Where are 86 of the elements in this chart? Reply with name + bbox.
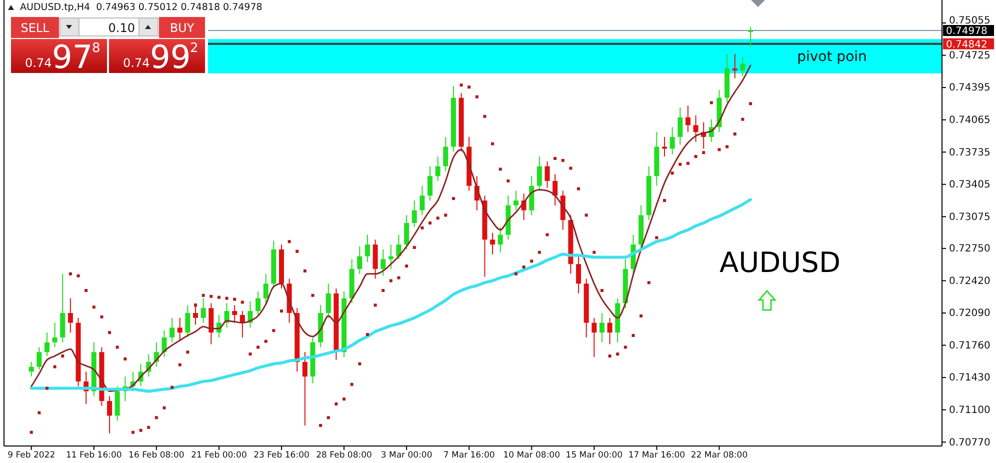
candlestick: [364, 234, 370, 263]
candlestick: [193, 302, 198, 326]
y-tick-label: 0.72090: [949, 308, 990, 320]
candlestick: [498, 226, 503, 253]
candlestick: [607, 317, 612, 345]
ref-line-label: 0.74978: [946, 26, 988, 38]
annotation: BUY: [170, 21, 195, 35]
x-tick-label: 28 Feb 08:00: [316, 450, 372, 461]
candlestick: [380, 248, 386, 276]
candlestick: [552, 174, 558, 206]
candlestick: [357, 246, 362, 274]
candlestick: [404, 214, 410, 250]
y-tick-label: 0.75055: [949, 16, 990, 27]
candlestick: [693, 114, 698, 142]
candlestick: [200, 298, 206, 324]
x-tick-label: 11 Feb 16:00: [66, 450, 122, 461]
annotation: SELL: [20, 21, 50, 35]
candlestick: [68, 298, 73, 334]
candlestick: [435, 156, 440, 182]
y-tick-label: 0.74065: [949, 115, 990, 126]
ref-line-label: 0.74842: [946, 39, 988, 50]
candlestick: [592, 317, 597, 358]
y-tick-label: 0.70770: [949, 437, 990, 448]
y-tick-label: 0.74725: [949, 50, 990, 62]
candlestick: [36, 346, 42, 370]
candlestick: [536, 156, 542, 192]
x-tick-label: 3 Mar 00:00: [380, 450, 432, 461]
y-tick-label: 0.73735: [949, 147, 990, 158]
x-tick-label: 22 Mar 08:00: [690, 450, 748, 461]
annotation: 97: [52, 38, 93, 76]
candlestick: [662, 136, 668, 157]
candlestick: [748, 26, 753, 47]
candlestick: [685, 105, 690, 133]
candlestick: [420, 185, 425, 216]
candlestick: [302, 352, 308, 426]
y-tick-label: 0.73075: [949, 212, 990, 223]
y-tick-label: 0.73405: [949, 180, 990, 191]
candlestick: [670, 126, 675, 156]
candlestick: [576, 256, 582, 294]
candlestick: [396, 234, 402, 260]
candlestick: [170, 317, 175, 343]
candlestick: [412, 200, 417, 228]
y-tick-label: 0.72420: [949, 276, 990, 287]
x-tick-label: 10 Mar 08:00: [503, 450, 560, 461]
x-tick-label: 16 Feb 08:00: [128, 450, 184, 461]
candlestick: [490, 232, 496, 255]
band-label: pivot poin: [797, 49, 867, 66]
y-tick-label: 0.74395: [949, 82, 990, 94]
candlestick: [232, 304, 238, 324]
x-tick-label: 21 Feb 00:00: [191, 450, 247, 461]
candlestick: [240, 310, 245, 338]
candlestick: [326, 283, 331, 318]
candlestick: [599, 312, 604, 343]
x-tick-label: 7 Mar 16:00: [443, 450, 495, 461]
candlestick: [162, 330, 167, 358]
y-tick-label: 0.72750: [949, 244, 990, 255]
annotation: 8: [92, 41, 100, 56]
annotation: 2: [190, 41, 198, 56]
annotation: 99: [150, 38, 191, 76]
candlestick: [428, 166, 433, 202]
annotation: AUDUSD: [719, 246, 841, 279]
candlestick: [544, 160, 550, 188]
candlestick: [256, 290, 261, 316]
x-tick-label: 17 Mar 16:00: [628, 450, 686, 461]
y-tick-label: 0.71760: [949, 340, 990, 352]
y-tick-label: 0.71430: [949, 372, 990, 384]
candlestick: [740, 56, 746, 77]
candlestick: [107, 396, 112, 434]
candlestick: [28, 361, 34, 378]
candlestick: [678, 107, 683, 146]
candlestick: [185, 304, 190, 338]
y-tick-label: 0.71100: [949, 405, 990, 416]
x-tick-label: 23 Feb 16:00: [254, 450, 310, 461]
candlestick: [732, 53, 738, 79]
candlestick: [52, 322, 58, 348]
chart-title: AUDUSD.tp,H4 0.74963 0.75012 0.74818 0.74978: [20, 2, 262, 13]
annotation: 0.74: [25, 56, 52, 70]
annotation: 0.74: [123, 56, 150, 70]
x-tick-label: 15 Mar 00:00: [566, 450, 623, 461]
candlestick: [177, 317, 182, 341]
candlestick: [443, 136, 448, 172]
candlestick: [44, 332, 50, 357]
candlestick: [513, 190, 518, 211]
x-tick-label: 9 Feb 2022: [8, 450, 56, 461]
candlestick: [263, 273, 268, 304]
annotation: 0.10: [108, 21, 135, 35]
